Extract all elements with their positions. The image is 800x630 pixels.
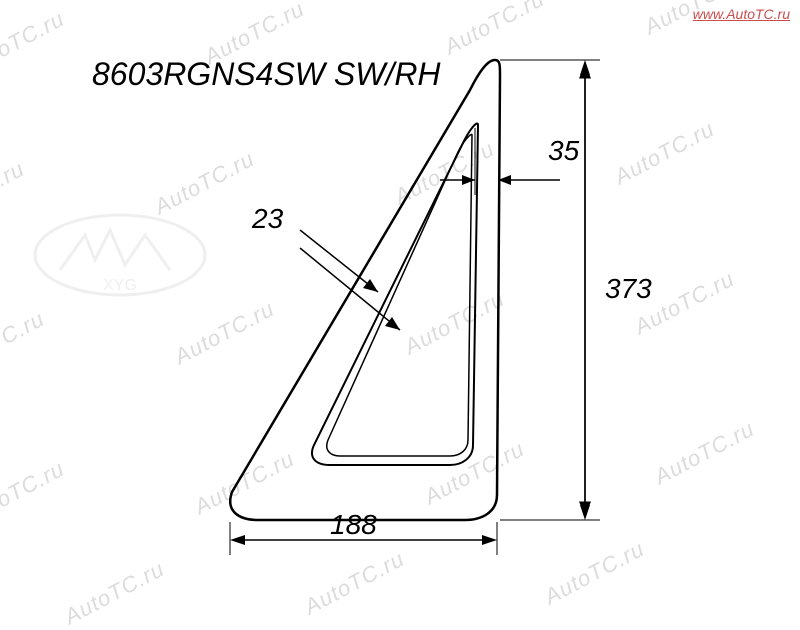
dim-leader-23	[300, 230, 378, 292]
dim-height-label: 373	[605, 273, 652, 304]
outer-shape	[230, 60, 500, 520]
dim-leader-23b	[300, 248, 400, 330]
inner-shape-outer	[312, 124, 478, 465]
diagram-svg: 373 188 35 23	[0, 0, 800, 600]
dim-inset-top-label: 35	[548, 135, 580, 166]
dim-width-label: 188	[330, 509, 377, 540]
dim-inset-mid-label: 23	[251, 203, 284, 234]
